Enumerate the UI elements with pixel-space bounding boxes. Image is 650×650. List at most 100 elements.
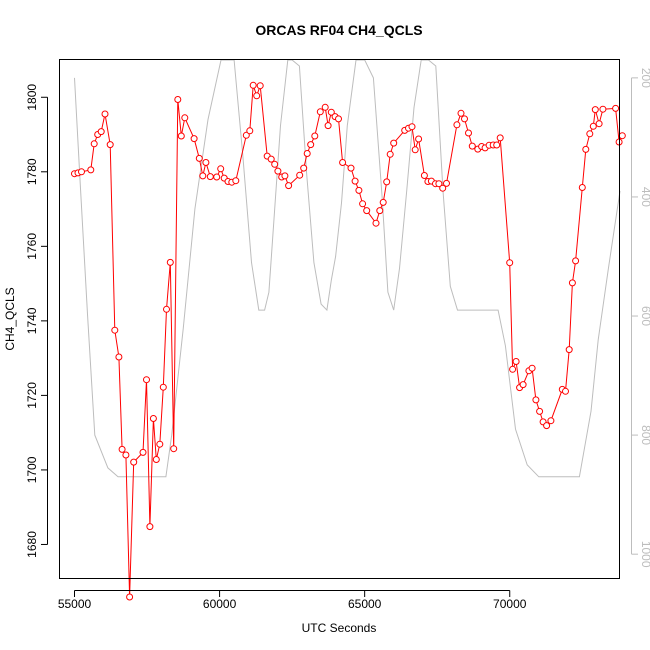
ch4-point	[126, 593, 134, 601]
ch4-point	[461, 115, 468, 123]
ch4-point	[562, 387, 569, 395]
y2-tick-label: 400	[639, 187, 650, 207]
ch4-point	[271, 160, 279, 168]
x-tick-label: 55000	[58, 597, 92, 611]
ch4-point	[177, 132, 185, 140]
ch4-point	[206, 173, 214, 181]
y-axis-label: CH4_QCLS	[3, 287, 17, 350]
ch4-point	[190, 135, 198, 143]
ch4-point	[453, 121, 461, 129]
ch4-point	[376, 207, 384, 215]
ch4-point	[303, 150, 311, 157]
ch4-point	[217, 165, 225, 173]
ch4-point	[536, 407, 544, 415]
ch4-point	[591, 106, 599, 114]
ch4-point	[578, 184, 586, 191]
ch4-point	[156, 440, 164, 448]
ch4-point	[383, 178, 391, 186]
ch4-point	[408, 123, 416, 131]
ch4-point	[296, 171, 304, 179]
ch4-point	[267, 155, 275, 163]
ch4-point	[355, 186, 363, 194]
ch4-point	[307, 141, 315, 149]
ch4-point	[586, 130, 594, 138]
ch4-point	[87, 166, 95, 174]
ch4-point	[152, 456, 160, 463]
ch4-point	[435, 180, 443, 188]
ch4-point	[386, 150, 394, 158]
x-tick-label: 65000	[348, 597, 382, 611]
ch4-point	[547, 417, 555, 425]
ch4-point	[281, 172, 289, 180]
ch4-point	[256, 82, 264, 90]
ch4-point	[274, 167, 282, 175]
y2-tick-label: 600	[639, 306, 650, 326]
y-tick-label: 1760	[25, 233, 39, 260]
ch4-point	[532, 396, 540, 404]
y2-tick-label: 1000	[639, 541, 650, 568]
ch4-point	[202, 159, 210, 166]
y2-tick-label: 800	[639, 425, 650, 445]
ch4-point	[106, 141, 114, 149]
ch4-point	[249, 81, 257, 89]
ch4-point	[170, 445, 178, 453]
x-axis-label: UTC Seconds	[302, 621, 377, 635]
ch4-point	[565, 346, 573, 354]
chart-title: ORCAS RF04 CH4_QCLS	[255, 22, 422, 38]
ch4-point	[359, 200, 367, 208]
ch4-point	[439, 184, 447, 192]
ch4-point	[528, 364, 536, 372]
ch4-point	[181, 114, 189, 122]
ch4-point	[420, 172, 428, 179]
ch4-point	[174, 96, 182, 103]
ch4-point	[379, 198, 387, 206]
plot-frame	[59, 59, 620, 579]
ch4-point	[335, 115, 342, 123]
ch4-point	[300, 164, 308, 172]
ch4-point	[149, 415, 157, 422]
ch4-point	[159, 383, 167, 391]
ch4-point	[582, 145, 590, 153]
ch4-point	[253, 92, 261, 100]
ch4-point	[339, 159, 347, 166]
ch4-point	[347, 164, 355, 172]
ch4-point	[572, 257, 580, 265]
ch4-point	[372, 219, 380, 227]
ch4-point	[163, 305, 170, 313]
x-tick-label: 60000	[203, 597, 237, 611]
series-layer	[71, 59, 626, 601]
ch4-point	[246, 127, 254, 135]
ch4-point	[213, 173, 221, 181]
y-tick-label: 1700	[25, 456, 39, 483]
x-tick-label: 70000	[493, 597, 527, 611]
ch4-point	[465, 129, 472, 137]
ch4-point	[139, 448, 147, 456]
ch4-point	[78, 168, 85, 176]
ch4-point	[311, 132, 319, 140]
y-tick-label: 1740	[25, 307, 39, 334]
ch4-point	[468, 142, 476, 150]
ch4-point	[457, 109, 465, 117]
y-tick-label: 1780	[25, 158, 39, 185]
ch4-point	[146, 523, 154, 531]
ch4-point	[232, 177, 240, 185]
ch4-point	[519, 381, 527, 389]
ch4-point	[115, 353, 123, 361]
ch4-point	[122, 451, 130, 459]
ch4-point	[327, 108, 335, 116]
ch4-point	[199, 172, 207, 180]
ch4-point	[130, 458, 138, 466]
ch4-point	[599, 105, 607, 113]
axes-layer: 55000 60000 65000 70000 1680 1700 1720 1740 1760…	[25, 68, 650, 611]
ch4-point	[90, 140, 98, 148]
ch4-point	[509, 365, 517, 373]
ch4-point	[493, 141, 501, 149]
ch4-point	[512, 358, 520, 365]
ch4-point	[285, 182, 293, 190]
ch4-point	[97, 128, 105, 136]
ch4-point	[589, 122, 597, 130]
ch4-point	[612, 104, 620, 112]
ch4-point	[443, 179, 450, 187]
ch4-point	[618, 132, 626, 140]
